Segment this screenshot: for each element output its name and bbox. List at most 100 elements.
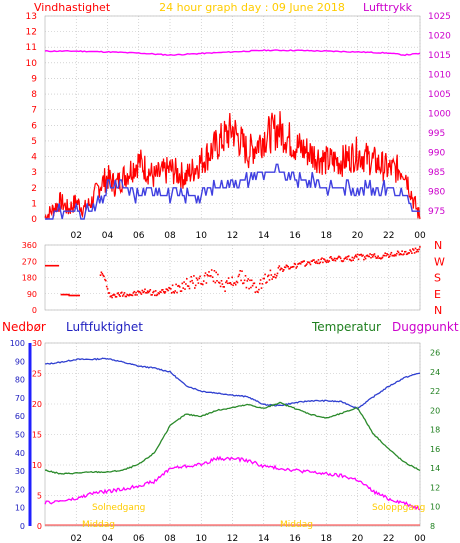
direction-point <box>69 294 72 297</box>
direction-point <box>324 260 327 262</box>
direction-point <box>197 282 200 284</box>
direction-point <box>199 275 201 278</box>
right-tick-label: 980 <box>428 188 445 198</box>
direction-point <box>274 273 276 276</box>
compass-label: N <box>434 239 442 252</box>
direction-point <box>143 290 145 293</box>
direction-point <box>372 254 375 256</box>
direction-point <box>114 296 117 298</box>
direction-point <box>401 250 403 252</box>
direction-point <box>66 293 69 296</box>
x-tick-label: 18 <box>321 231 333 241</box>
direction-point <box>68 294 70 297</box>
direction-point <box>271 278 273 280</box>
temp-tick-label: 10 <box>430 503 440 512</box>
direction-point <box>262 277 265 280</box>
direction-point <box>200 282 202 285</box>
temp-tick-label: 8 <box>430 522 435 531</box>
humidity-tick-label: 0 <box>37 522 42 531</box>
direction-point <box>249 279 251 282</box>
direction-point <box>277 267 280 269</box>
sunrise-label: Soloppgang <box>372 503 425 513</box>
direction-point <box>419 246 421 248</box>
precip-tick-label: 100 <box>10 339 25 348</box>
compass-label: N <box>434 304 442 317</box>
direction-point <box>362 254 364 257</box>
direction-point <box>402 253 404 256</box>
direction-point <box>183 281 185 283</box>
direction-point <box>60 293 63 296</box>
direction-point <box>389 253 392 256</box>
direction-point <box>184 288 186 290</box>
direction-point <box>206 274 209 276</box>
direction-point <box>317 259 320 261</box>
direction-point <box>392 254 394 257</box>
direction-point <box>243 279 246 282</box>
direction-point <box>234 283 237 286</box>
direction-point <box>342 260 345 262</box>
series-temperatur <box>44 401 421 475</box>
direction-point <box>168 286 170 289</box>
direction-point <box>299 262 301 264</box>
direction-point <box>292 265 295 268</box>
direction-point <box>400 253 402 256</box>
direction-point <box>388 256 390 258</box>
direction-point <box>129 294 132 296</box>
direction-point <box>123 292 126 294</box>
direction-point <box>122 293 125 296</box>
direction-point <box>282 270 284 272</box>
temp-tick-label: 14 <box>430 464 440 473</box>
direction-point <box>177 285 179 287</box>
direction-point <box>149 289 152 291</box>
direction-point <box>190 276 192 278</box>
direction-point <box>191 279 193 282</box>
direction-point <box>378 257 380 259</box>
direction-point <box>239 270 241 272</box>
x-tick-label: 08 <box>164 534 176 543</box>
direction-point <box>291 266 293 268</box>
direction-point <box>333 257 336 260</box>
direction-point <box>131 294 134 297</box>
direction-point <box>257 291 259 293</box>
direction-point <box>176 291 178 294</box>
direction-point <box>198 277 201 280</box>
direction-point <box>396 252 398 255</box>
direction-tick-label: 180 <box>22 274 37 283</box>
direction-point <box>175 283 177 286</box>
direction-point <box>166 288 168 291</box>
direction-point <box>265 282 267 284</box>
direction-point <box>65 293 68 296</box>
direction-point <box>273 276 275 278</box>
direction-point <box>312 259 314 261</box>
direction-point <box>173 292 176 294</box>
direction-point <box>300 261 303 263</box>
direction-point <box>306 263 308 265</box>
direction-point <box>303 260 305 262</box>
pressure-label: Lufttrykk <box>363 1 413 14</box>
direction-point <box>309 263 312 266</box>
direction-point <box>167 289 169 292</box>
direction-point <box>376 257 378 259</box>
direction-point <box>343 258 346 260</box>
x-tick-label: 18 <box>321 534 333 543</box>
temperature-humidity-panel: 02 04 06 08 10 12 14 16 18 20 22 000102030405060708… <box>10 339 440 543</box>
direction-point <box>412 248 414 250</box>
direction-point <box>336 258 338 260</box>
direction-point <box>328 260 330 262</box>
direction-point <box>351 256 354 259</box>
direction-point <box>415 251 418 253</box>
direction-point <box>289 267 291 270</box>
direction-point <box>163 292 166 294</box>
direction-point <box>411 252 413 254</box>
x-tick-label: 14 <box>258 534 270 543</box>
direction-point <box>399 253 402 255</box>
direction-point <box>155 294 158 297</box>
direction-point <box>51 264 53 267</box>
direction-point <box>52 264 55 267</box>
right-tick-label: 1005 <box>428 90 451 100</box>
direction-point <box>341 260 344 263</box>
direction-point <box>365 255 368 257</box>
direction-point <box>320 258 322 261</box>
direction-point <box>331 259 334 261</box>
direction-point <box>75 294 78 297</box>
